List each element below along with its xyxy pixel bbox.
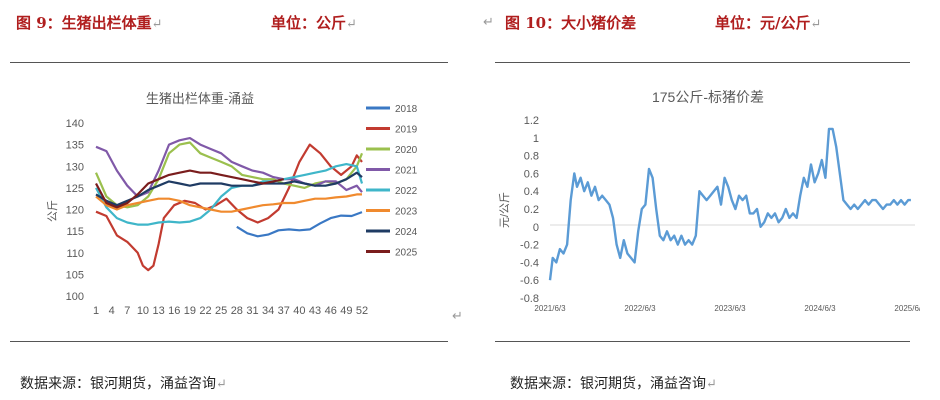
left-x-tick-label: 46 <box>325 305 337 317</box>
left-figure-label: 图 9：生猪出栏体重 <box>16 14 152 32</box>
left-y-tick-label: 140 <box>66 118 84 130</box>
left-y-tick-label: 125 <box>66 183 84 195</box>
right-y-tick-label: 0 <box>533 222 539 234</box>
left-source-text: 数据来源：银河期货，涌益咨询↵ <box>20 376 227 392</box>
left-legend-label-2020: 2020 <box>395 145 418 156</box>
left-x-tick-label: 31 <box>246 305 258 317</box>
right-x-tick-label: 2021/6/3 <box>534 304 566 313</box>
left-chart-title: 生猪出栏体重-涌益 <box>146 91 254 106</box>
left-legend-label-2019: 2019 <box>395 125 418 136</box>
right-x-tick-label: 2024/6/3 <box>804 304 836 313</box>
right-y-tick-label: -0.2 <box>520 240 539 252</box>
left-legend-label-2025: 2025 <box>395 248 418 259</box>
right-y-tick-label: 0.8 <box>524 151 539 163</box>
left-series-line-2021 <box>95 136 363 198</box>
right-y-axis-label: 元/公斤 <box>498 192 511 228</box>
left-y-tick-label: 100 <box>66 291 84 303</box>
return-mark: ↵ <box>151 17 163 32</box>
left-x-tick-label: 7 <box>124 305 130 317</box>
left-x-tick-label: 34 <box>262 305 274 317</box>
left-x-tick-label: 10 <box>137 305 149 317</box>
left-y-tick-label: 135 <box>66 140 84 152</box>
right-y-tick-label: -0.8 <box>520 293 539 305</box>
right-source-text: 数据来源：银河期货，涌益咨询↵ <box>510 376 717 392</box>
left-series-line-2025 <box>95 169 285 209</box>
left-y-tick-label: 115 <box>66 226 84 238</box>
right-y-tick-label: -0.6 <box>520 275 539 287</box>
left-x-tick-label: 49 <box>340 305 352 317</box>
left-legend-label-2023: 2023 <box>395 207 418 218</box>
right-lead-return-mark: ↵ <box>483 15 494 30</box>
right-x-tick-label: 2025/6/3 <box>894 304 920 313</box>
left-top-rule <box>10 62 448 63</box>
right-x-tick-label: 2023/6/3 <box>714 304 746 313</box>
right-x-tick-label: 2022/6/3 <box>624 304 656 313</box>
left-x-tick-label: 43 <box>309 305 321 317</box>
left-x-tick-label: 52 <box>356 305 368 317</box>
right-y-tick-label: -0.4 <box>520 257 539 269</box>
right-top-rule <box>495 62 910 63</box>
left-y-tick-label: 120 <box>66 205 84 217</box>
left-series-line-2022 <box>95 162 364 226</box>
right-y-tick-label: 0.4 <box>524 186 539 198</box>
right-y-tick-label: 0.2 <box>524 204 539 216</box>
left-y-axis-label: 公斤 <box>46 200 59 222</box>
left-legend-label-2022: 2022 <box>395 186 418 197</box>
left-x-tick-label: 22 <box>199 305 211 317</box>
right-figure-header: 图 10：大小猪价差 单位：元/公斤↵ <box>505 12 935 36</box>
left-x-tick-label: 16 <box>168 305 180 317</box>
right-y-tick-label: 1.2 <box>524 115 539 127</box>
left-x-tick-label: 37 <box>278 305 290 317</box>
right-y-tick-label: 0.6 <box>524 168 539 180</box>
left-y-tick-label: 105 <box>66 269 84 281</box>
return-mark: ↵ <box>810 17 822 32</box>
left-x-tick-label: 25 <box>215 305 227 317</box>
left-series-line-2023 <box>95 193 362 213</box>
left-x-tick-label: 13 <box>152 305 164 317</box>
left-series-line-2024 <box>95 171 363 207</box>
left-legend-label-2024: 2024 <box>395 227 418 238</box>
left-x-tick-label: 40 <box>293 305 305 317</box>
left-x-tick-label: 1 <box>93 305 99 317</box>
right-y-tick-label: 1 <box>533 133 539 145</box>
left-figure-header: 图 9：生猪出栏体重↵ 单位：公斤↵ <box>16 12 456 36</box>
right-bottom-rule <box>495 341 910 342</box>
right-chart: 175公斤-标猪价差 元/公斤 1.2 1 0.8 0.6 0.4 0.2 0 -0.2 -0.… <box>498 89 920 313</box>
return-mark: ↵ <box>346 17 357 32</box>
left-bottom-rule <box>10 341 448 342</box>
left-x-tick-label: 4 <box>109 305 115 317</box>
right-unit-label: 单位：元/公斤 <box>715 14 811 32</box>
left-series-line-2019 <box>95 143 363 272</box>
left-legend-label-2021: 2021 <box>395 166 418 177</box>
left-x-tick-label: 19 <box>184 305 196 317</box>
right-figure-label: 图 10：大小猪价差 <box>505 14 637 32</box>
left-legend-label-2018: 2018 <box>395 104 418 115</box>
left-series-line-2018 <box>236 211 363 238</box>
right-series-line <box>548 127 911 281</box>
left-y-tick-label: 110 <box>66 248 84 260</box>
left-y-tick-label: 130 <box>66 161 84 173</box>
left-x-tick-label: 28 <box>231 305 243 317</box>
left-unit-label: 单位：公斤 <box>271 14 347 32</box>
right-chart-title: 175公斤-标猪价差 <box>652 89 764 105</box>
left-return-mark: ↵ <box>452 309 463 324</box>
left-chart: 生猪出栏体重-涌益 公斤 100105110115120125130135140… <box>46 91 418 317</box>
